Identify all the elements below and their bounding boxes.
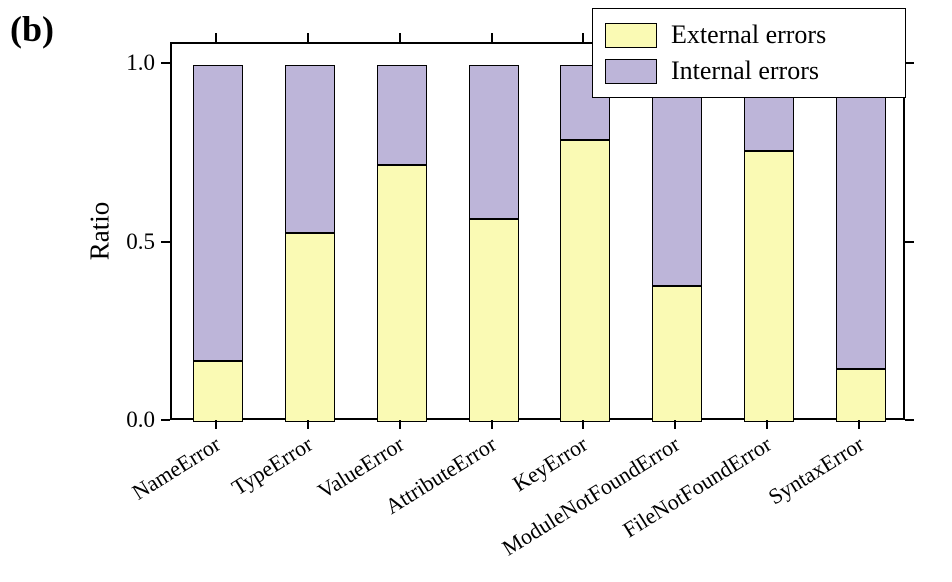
bar-segment-internal xyxy=(652,65,703,287)
bar-segment-internal xyxy=(468,65,519,219)
bar-segment-external xyxy=(192,361,243,422)
x-tick-top xyxy=(582,33,585,42)
y-tick-left xyxy=(161,240,170,243)
internal-errors-swatch xyxy=(605,58,657,84)
x-tick-top xyxy=(490,33,493,42)
x-tick-bottom xyxy=(674,420,677,429)
y-tick-label: 0.5 xyxy=(126,228,155,254)
bar-segment-external xyxy=(652,286,703,422)
bar-segment-internal xyxy=(284,65,335,233)
bar-segment-external xyxy=(744,150,795,422)
y-tick-right xyxy=(905,419,914,421)
y-tick-label: 1.0 xyxy=(126,50,155,76)
bar-segment-external xyxy=(560,140,611,422)
y-tick-left xyxy=(161,419,170,421)
x-tick-top xyxy=(214,33,217,42)
plot-area xyxy=(170,42,905,422)
external-errors-swatch xyxy=(605,22,657,48)
y-tick-left xyxy=(161,62,170,65)
legend-item-internal: Internal errors xyxy=(605,53,893,89)
y-tick-right xyxy=(905,240,914,243)
x-tick-top xyxy=(398,33,401,42)
bar-segment-internal xyxy=(192,65,243,362)
x-tick-bottom xyxy=(306,420,309,429)
panel-label: (b) xyxy=(10,9,54,49)
x-tick-bottom xyxy=(214,420,217,429)
bar-segment-external xyxy=(376,165,427,422)
legend-label-internal: Internal errors xyxy=(671,56,819,85)
bar-segment-external xyxy=(284,233,335,422)
bar-segment-external xyxy=(468,218,519,422)
x-tick-label: SyntaxError xyxy=(763,431,868,510)
x-tick-bottom xyxy=(490,420,493,429)
x-tick-bottom xyxy=(858,420,861,429)
legend: External errors Internal errors xyxy=(592,8,906,98)
bars-layer xyxy=(172,44,903,422)
x-tick-bottom xyxy=(582,420,585,429)
x-tick-top xyxy=(306,33,309,42)
x-tick-label: TypeError xyxy=(226,431,317,501)
x-tick-label: NameError xyxy=(127,431,225,505)
x-tick-bottom xyxy=(766,420,769,429)
legend-label-external: External errors xyxy=(671,20,827,49)
x-tick-bottom xyxy=(398,420,401,429)
bar-segment-external xyxy=(836,368,887,422)
y-tick-label: 0.0 xyxy=(126,407,155,432)
bar-segment-internal xyxy=(376,65,427,166)
bar-segment-internal xyxy=(836,65,887,369)
legend-item-external: External errors xyxy=(605,17,893,53)
y-tick-right xyxy=(905,62,914,65)
